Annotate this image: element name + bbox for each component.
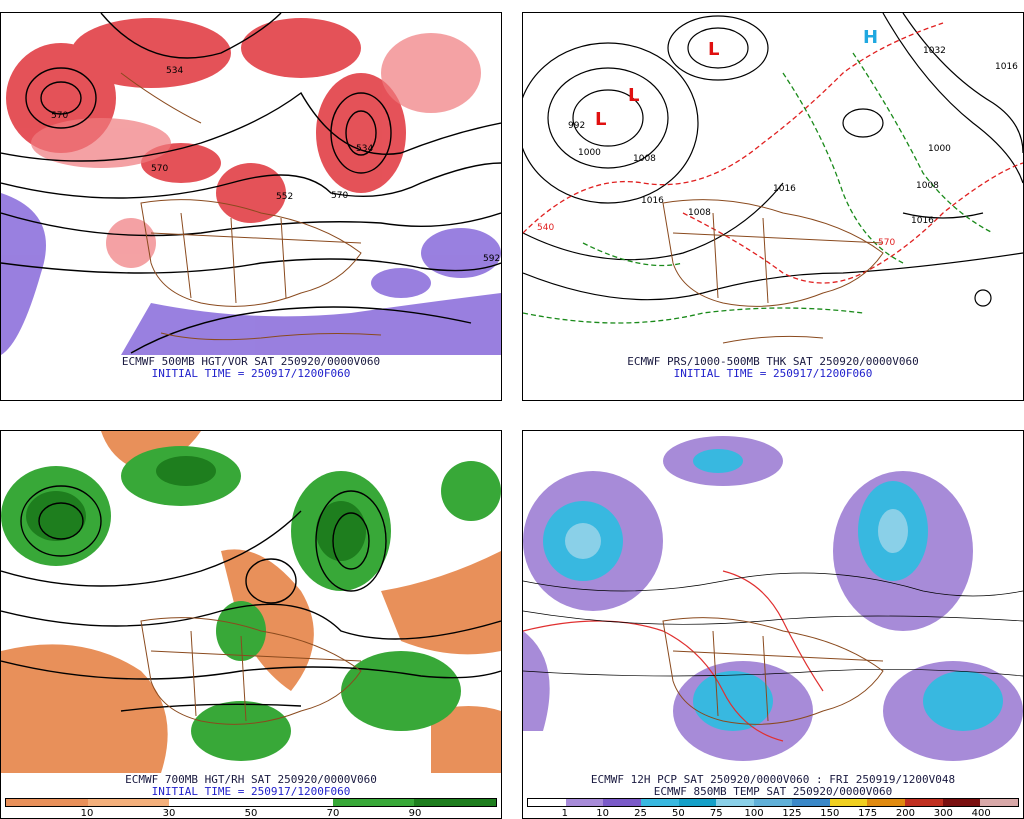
colorbar-swatch [904,799,943,806]
isobar-label: 1032 [923,46,946,56]
precip-colorbar [527,798,1019,807]
rh-colorbar [5,798,497,807]
rh-colorbar-ticks: 10 30 50 70 90 [5,808,497,819]
isobar-label: 1008 [633,154,656,164]
colorbar-swatch [716,799,755,806]
isobar-label: 1008 [688,208,711,218]
colorbar-swatch [528,799,566,806]
initial-time: INITIAL TIME = 250917/1200F060 [151,367,351,380]
panel-700mb-height-rh: ECMWF 700MB HGT/RH SAT 250920/0000V060 I… [0,430,502,819]
initial-time: INITIAL TIME = 250917/1200F060 [151,785,351,798]
colorbar-tick: 30 [162,808,176,819]
colorbar-tick: 100 [744,808,764,819]
colorbar-tick: 50 [244,808,258,819]
colorbar-swatch [565,799,604,806]
colorbar-tick: 70 [326,808,340,819]
panel-title: ECMWF 12H PCP SAT 250920/0000V060 : FRI … [590,773,956,786]
map-500mb: 534 570 534 552 570 592 570 [1,13,501,355]
colorbar-swatch [678,799,717,806]
isobar-label: 1000 [578,148,601,158]
colorbar-tick: 50 [672,808,685,819]
thickness-label: 570 [878,238,895,248]
colorbar-tick: 175 [858,808,878,819]
isobar-label: 1016 [995,62,1018,72]
colorbar-swatch [980,799,1018,806]
svg-text:L: L [708,39,719,60]
colorbar-swatch [791,799,830,806]
contour-label: 552 [276,192,293,202]
colorbar-tick: 400 [971,808,991,819]
precip-colorbar-ticks: 1 10 25 50 75 100 125 150 175 200 300 40… [527,808,1019,819]
colorbar-tick: 25 [634,808,647,819]
contour-label: 570 [51,111,68,121]
contour-label: 570 [331,191,348,201]
colorbar-swatch [829,799,868,806]
colorbar-tick: 90 [408,808,422,819]
colorbar-tick: 200 [895,808,915,819]
colorbar-swatch [6,799,88,806]
colorbar-swatch [603,799,642,806]
colorbar-swatch [641,799,679,806]
colorbar-tick: 1 [561,808,569,819]
panel-surface-pressure-thickness: L L L H 992 1000 1008 1016 1008 1016 103… [522,12,1024,401]
colorbar-swatch [867,799,905,806]
map-precip [523,431,1023,773]
svg-text:L: L [628,85,639,106]
panel-title: ECMWF PRS/1000-500MB THK SAT 250920/0000… [627,355,919,368]
colorbar-swatch [251,799,333,806]
isobar-label: 992 [568,121,585,131]
colorbar-swatch [169,799,252,806]
colorbar-tick: 125 [782,808,802,819]
isobar-label: 1000 [928,144,951,154]
contour-label: 570 [151,164,168,174]
colorbar-tick: 10 [596,808,610,819]
isobar-label: 1016 [911,216,934,226]
colorbar-tick: 10 [80,808,94,819]
isobar-label: 1008 [916,181,939,191]
map-700mb [1,431,501,773]
initial-time: INITIAL TIME = 250917/1200F060 [673,367,873,380]
panel-precip-850mb-temp: ECMWF 12H PCP SAT 250920/0000V060 : FRI … [522,430,1024,819]
colorbar-swatch [87,799,170,806]
contour-label: 534 [166,66,183,76]
colorbar-tick: 300 [933,808,953,819]
thickness-label: 540 [537,223,554,233]
isobar-label: 1016 [641,196,664,206]
contour-label: 592 [483,254,500,264]
panel-title: ECMWF 700MB HGT/RH SAT 250920/0000V060 [125,773,377,786]
colorbar-swatch [942,799,981,806]
isobar-label: 1016 [773,184,796,194]
colorbar-swatch [414,799,497,806]
contour-label: 534 [356,144,373,154]
colorbar-tick: 75 [709,808,723,819]
colorbar-tick: 150 [820,808,840,819]
svg-text:H: H [863,27,878,48]
svg-text:L: L [595,109,606,130]
panel-500mb-height-vorticity: 534 570 534 552 570 592 570 ECMWF 500MB … [0,12,502,401]
colorbar-swatch [754,799,792,806]
panel-subtitle: ECMWF 850MB TEMP SAT 250920/0000V060 [653,785,893,798]
map-surface: L L L H 992 1000 1008 1016 1008 1016 103… [523,13,1023,355]
colorbar-swatch [332,799,415,806]
panel-title: ECMWF 500MB HGT/VOR SAT 250920/0000V060 [121,355,381,368]
